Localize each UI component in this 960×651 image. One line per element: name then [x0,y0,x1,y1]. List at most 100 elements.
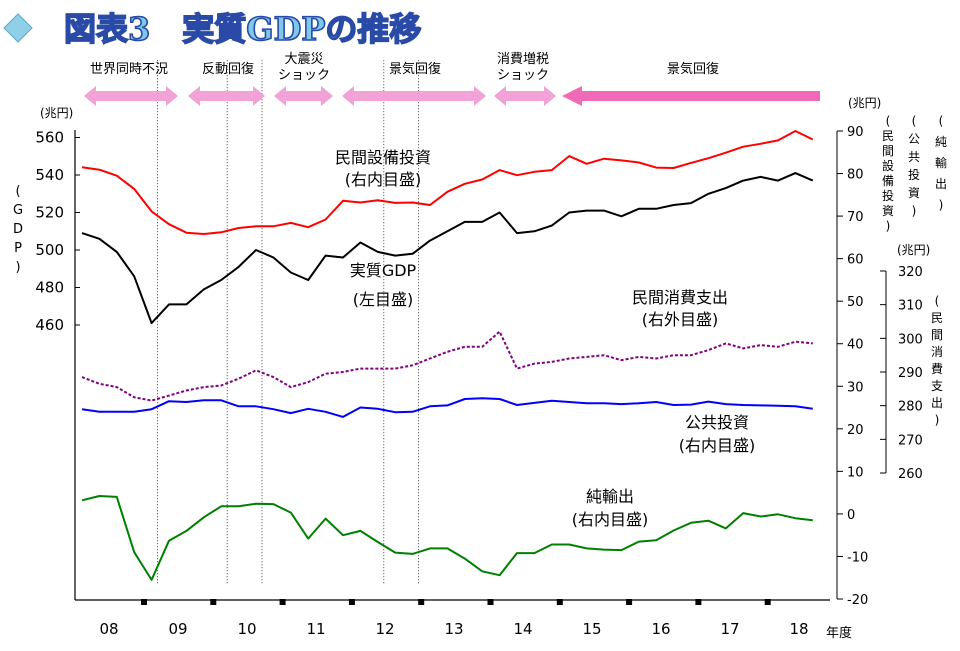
series-line-right_inner [81,130,814,235]
x-tick-label: 09 [168,620,187,638]
right-inner-axis-title-netexport: (純輸出) [935,114,947,212]
series-label-name: 民間消費支出 [632,288,728,307]
right-inner-axis-title-capex-char: 備 [882,173,894,188]
left-axis-title: (GDP) [13,184,23,275]
period-label: 景気回復 [389,61,441,77]
left-axis-title-char: D [13,222,23,237]
right-outer-tick-label: 270 [898,433,923,448]
left-axis-title-char: P [14,241,22,256]
period-arrow [84,86,178,106]
period-arrow-long [562,86,820,106]
right-inner-tick-label: 80 [847,168,864,183]
right-inner-axis-title-capex: (民間設備投資) [882,114,894,233]
period-label: 大震災 [284,52,323,67]
plot-frame [74,130,887,601]
right-outer-axis-title: (民間消費支出) [931,294,943,427]
x-tick-mark [141,599,147,605]
left-axis-title-char: ) [15,260,20,275]
right-inner-axis: -20-100102030405060708090(兆円)(民間設備投資)(公共… [837,96,947,608]
right-outer-axis-title-char: ) [935,413,940,427]
right-outer-axis-unit: (兆円) [897,243,930,257]
right-inner-tick-label: 30 [847,380,864,395]
period-arrow [494,86,556,106]
period-arrow-shaft [578,91,820,101]
period-arrow-head-right [474,86,486,106]
period-label: ショック [497,68,549,83]
right-inner-axis-title-public-char: ) [912,204,917,218]
series-label-name: 実質GDP [350,261,417,280]
right-inner-tick-label: 0 [847,508,855,523]
left-axis-unit: (兆円) [40,106,73,120]
period-arrow-head-left [188,86,200,106]
title-diamond-icon [3,13,33,43]
right-inner-tick-label: -20 [847,593,868,608]
x-tick-mark [210,599,217,605]
left-tick-label: 500 [35,241,64,259]
x-tick-mark [279,599,286,605]
right-inner-axis-unit: (兆円) [848,96,881,110]
x-tick-label: 18 [789,620,808,638]
right-inner-axis-title-capex-char: 民 [882,129,894,143]
right-inner-axis-title-capex-char: ) [886,219,891,233]
period-arrow-shaft [352,91,476,101]
period-arrow-shaft [284,91,323,101]
right-inner-axis-title-netexport-char: ) [939,198,944,212]
right-inner-tick-label: 90 [847,125,864,140]
right-inner-axis-title-public: (公共投資) [908,114,920,218]
period-arrow-head-left [274,86,286,106]
x-tick-mark [487,599,494,605]
x-axis: 08 09 10 11 12 13 14 15 16 17 18 年度 [99,599,852,641]
right-inner-tick-label: 10 [847,465,864,480]
right-inner-tick-label: -10 [847,550,868,565]
right-inner-axis-title-capex-char: 間 [882,144,894,158]
x-tick-label: 13 [444,620,463,638]
left-tick-label: 560 [35,129,64,147]
series-line-right_inner [81,495,813,581]
x-tick-mark [556,599,563,605]
right-outer-tick-label: 280 [898,400,923,415]
period-arrow-head-right [253,86,265,106]
period-label: 消費増税 [497,52,549,67]
right-outer-axis: 260 270 280 290 300 310 320 (兆円) (民間消費支出) [880,243,943,482]
right-outer-tick-label: 260 [898,467,923,482]
period-arrow-head-right [166,86,178,106]
period-arrow [188,86,265,106]
series-label-name: 純輸出 [586,487,634,506]
x-tick-label: 11 [306,620,325,638]
period-arrow-head-left [342,86,354,106]
x-axis-unit: 年度 [826,625,852,641]
left-tick-label: 540 [35,166,64,184]
period-arrow [342,86,486,106]
right-outer-axis-title-char: 出 [931,396,943,410]
x-tick-label: 14 [513,620,532,638]
series-label-axis-note: (右内目盛) [345,170,422,189]
left-tick-label: 520 [35,204,64,222]
right-outer-tick-label: 300 [898,332,923,347]
series-lines [81,130,814,581]
period-arrow-head-right [321,86,333,106]
x-tick-label: 12 [375,620,394,638]
right-outer-tick-label: 310 [898,299,923,314]
series-line-right_outer [81,330,813,402]
right-inner-axis-title-capex-char: 資 [882,204,894,218]
series-line-left [81,172,814,325]
series-labels: 民間設備投資 (右内目盛) 実質GDP (左目盛) 民間消費支出 (右外目盛) 公共投資 (右… [335,148,755,529]
right-inner-axis-title-capex-char: 投 [882,188,894,203]
right-outer-axis-title-char: 間 [931,328,943,342]
right-inner-axis-title-public-char: ( [912,114,917,128]
left-tick-label: 480 [35,279,64,297]
series-label-axis-note: (右内目盛) [572,510,649,529]
right-inner-tick-label: 60 [847,253,864,268]
left-axis-title-char: ( [15,184,20,199]
title-group: 図表3 実質GDPの推移 [3,9,422,49]
right-outer-axis-title-char: 消 [931,345,943,359]
period-label: 景気回復 [667,61,719,77]
period-label: 反動回復 [202,61,254,77]
x-tick-label: 16 [651,620,670,638]
x-tick-mark [695,599,702,605]
period-arrow-head-left [494,86,506,106]
period-label: 世界同時不況 [90,62,168,77]
right-inner-tick-label: 70 [847,210,864,225]
right-inner-tick-label: 40 [847,338,864,353]
